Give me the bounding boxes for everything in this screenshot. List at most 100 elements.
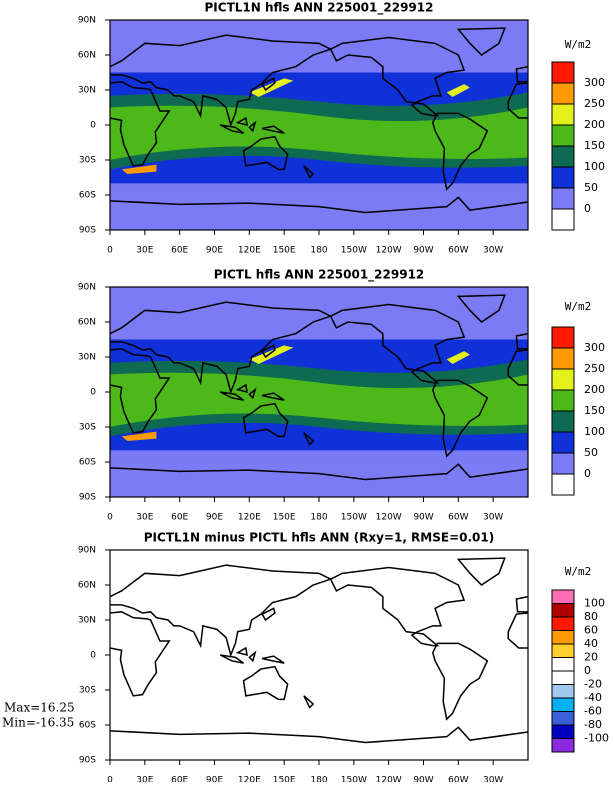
colorbar-box — [551, 603, 575, 618]
lon-label: 150W — [341, 246, 367, 256]
lon-label: 150E — [273, 513, 296, 523]
lat-label: 90S — [79, 226, 96, 236]
panel-title: PICTL hfls ANN 225001_229912 — [214, 268, 425, 283]
lon-label: 60W — [448, 246, 468, 256]
colorbar-units: W/m2 — [565, 38, 592, 51]
colorbar-box — [551, 431, 575, 454]
colorbar-box — [551, 684, 575, 699]
colorbar-label: 60 — [584, 624, 598, 637]
lon-label: 90W — [413, 246, 433, 256]
colorbar-label: 300 — [584, 341, 605, 354]
lon-label: 0 — [107, 246, 113, 256]
lat-label: 30N — [78, 86, 96, 96]
lon-label: 60W — [448, 776, 468, 783]
colorbar-box — [551, 630, 575, 645]
lon-label: 0 — [107, 776, 113, 783]
lon-label: 60E — [171, 513, 188, 523]
lat-label: 90N — [78, 283, 96, 293]
lon-label: 120W — [376, 776, 402, 783]
colorbar-label: 40 — [584, 637, 598, 650]
map-content — [110, 20, 529, 230]
colorbar-box — [551, 347, 575, 370]
lon-label: 60E — [171, 776, 188, 783]
lon-label: 30E — [136, 776, 153, 783]
lat-label: 0 — [90, 121, 96, 131]
max-value: Max=16.25 — [4, 701, 75, 715]
colorbar-box — [551, 589, 575, 604]
lon-label: 180 — [310, 246, 327, 256]
colorbar-label: 100 — [584, 425, 605, 438]
lon-label: 120E — [238, 513, 261, 523]
lat-label: 60S — [79, 458, 96, 468]
colorbar-label: 0 — [584, 202, 591, 215]
lon-label: 150W — [341, 776, 367, 783]
colorbar-box — [551, 187, 575, 210]
colorbar-label: 20 — [584, 651, 598, 664]
colorbar-label: 300 — [584, 76, 605, 89]
colorbar-box — [551, 711, 575, 726]
map-content — [110, 287, 529, 497]
lon-label: 60W — [448, 513, 468, 523]
colorbar-label: 0 — [584, 664, 591, 677]
lat-label: 60S — [79, 721, 96, 731]
colorbar-box — [551, 124, 575, 147]
flux-field — [110, 20, 528, 230]
lat-label: 30S — [79, 423, 96, 433]
lon-label: 90W — [413, 513, 433, 523]
lon-label: 150W — [341, 513, 367, 523]
colorbar-label: -20 — [584, 678, 602, 691]
lon-label: 60E — [171, 246, 188, 256]
colorbar-box — [551, 61, 575, 84]
colorbar-box — [551, 368, 575, 391]
colorbar-box — [551, 670, 575, 685]
lon-label: 180 — [310, 513, 327, 523]
colorbar-label: -60 — [584, 705, 602, 718]
lat-label: 30S — [79, 156, 96, 166]
lon-label: 90E — [206, 246, 223, 256]
panel-title: PICTL1N hfls ANN 225001_229912 — [205, 1, 434, 16]
lon-label: 30W — [483, 776, 503, 783]
coastlines — [110, 557, 529, 744]
colorbar-box — [551, 103, 575, 126]
colorbar-label: 150 — [584, 139, 605, 152]
lon-label: 30E — [136, 246, 153, 256]
colorbar-label: 100 — [584, 160, 605, 173]
colorbar-box — [551, 643, 575, 658]
map — [110, 287, 529, 497]
colorbar-box — [551, 738, 575, 753]
map — [110, 557, 529, 744]
colorbar-label: 50 — [584, 446, 598, 459]
colorbar-label: 200 — [584, 118, 605, 131]
colorbar-box — [551, 473, 575, 496]
lat-label: 0 — [90, 651, 96, 661]
lon-label: 120W — [376, 513, 402, 523]
colorbar-label: 250 — [584, 362, 605, 375]
lat-label: 60N — [78, 318, 96, 328]
flux-field — [110, 287, 528, 497]
panel-title: PICTL1N minus PICTL hfls ANN (Rxy=1, RMS… — [144, 531, 494, 545]
lat-label: 60N — [78, 51, 96, 61]
colorbar-box — [551, 410, 575, 433]
lon-label: 30W — [483, 246, 503, 256]
colorbar-label: 150 — [584, 404, 605, 417]
lat-label: 90S — [79, 493, 96, 503]
map-frame — [109, 549, 529, 761]
lon-label: 150E — [273, 776, 296, 783]
lon-label: 30W — [483, 513, 503, 523]
colorbar-box — [551, 208, 575, 231]
colorbar-label: 250 — [584, 97, 605, 110]
colorbar-label: 80 — [584, 610, 598, 623]
colorbar-box — [551, 82, 575, 105]
colorbar-box — [551, 166, 575, 189]
colorbar-box — [551, 616, 575, 631]
colorbar-label: -80 — [584, 718, 602, 731]
lat-label: 90N — [78, 546, 96, 556]
lat-label: 30N — [78, 616, 96, 626]
colorbar-units: W/m2 — [565, 565, 592, 578]
lat-label: 30N — [78, 353, 96, 363]
lon-label: 90E — [206, 513, 223, 523]
map — [110, 20, 529, 230]
colorbar-box — [551, 389, 575, 412]
lat-label: 30S — [79, 686, 96, 696]
